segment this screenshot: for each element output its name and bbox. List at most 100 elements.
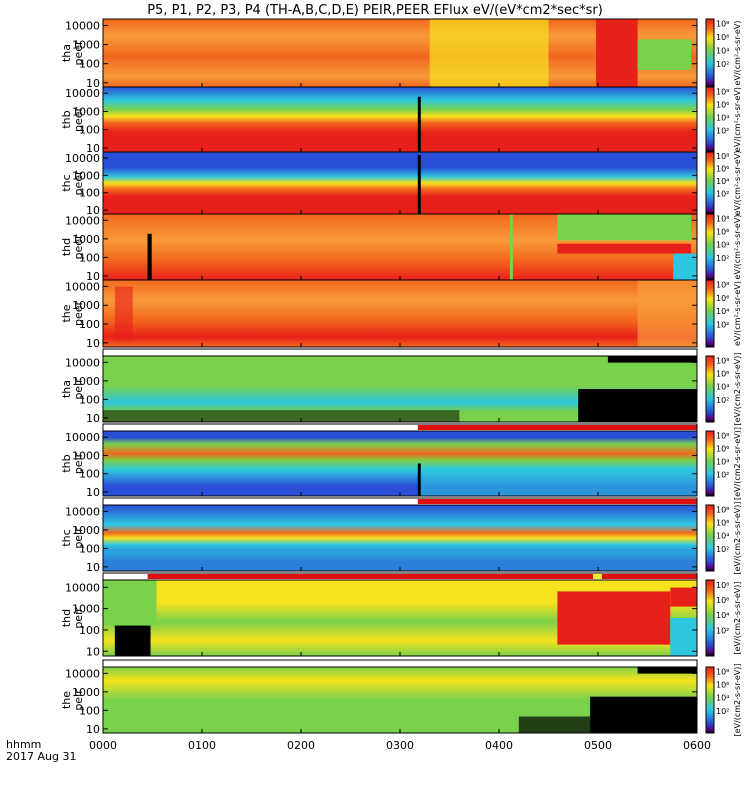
colorbar-tick-label: 10⁴ [716, 383, 729, 392]
y-tick-label: 100 [79, 624, 100, 637]
panel-thc-peer [102, 151, 715, 215]
mode-bar-segment [601, 574, 697, 579]
spectrogram-feature [103, 580, 157, 626]
x-tick-label: 0400 [485, 739, 513, 752]
mode-bar-segment [103, 574, 148, 579]
spectrogram-feature [103, 410, 460, 422]
colorbar-tick-label: 10² [716, 470, 729, 479]
y-tick-label: 10 [86, 204, 100, 217]
species-label: peir [72, 378, 85, 400]
spectrogram-feature [673, 253, 697, 280]
y-tick-label: 1000 [72, 524, 100, 537]
panel-the-peir [102, 659, 715, 734]
panel-thc-peir [102, 497, 715, 572]
y-tick-label: 100 [79, 318, 100, 331]
colorbar-tick-label: 10⁴ [716, 241, 729, 250]
mode-bar-segment [103, 661, 697, 666]
species-label: peer [72, 301, 85, 327]
y-tick-label: 10 [86, 142, 100, 155]
colorbar-tick-label: 10⁴ [716, 307, 729, 316]
probe-label: thb [60, 454, 73, 472]
probe-label: thd [60, 609, 73, 627]
species-label: peir [72, 607, 85, 629]
colorbar-frame [705, 430, 715, 497]
colorbar-tick-label: 10² [716, 626, 729, 635]
colorbar-frame [705, 279, 715, 348]
colorbar-unit-label: eV/(cm²-s-sr-eV) [733, 151, 742, 216]
y-tick-label: 10 [86, 486, 100, 499]
y-tick-label: 100 [79, 58, 100, 71]
mode-bar-segment [417, 499, 697, 504]
spectrogram-feature [557, 214, 692, 241]
spectrogram-feature [420, 466, 697, 496]
colorbar-tick-label: 10⁶ [716, 294, 729, 303]
spectrogram-the-peer [103, 280, 697, 347]
colorbar-unit-label: [eV/(cm2-s-sr-eV)] [733, 581, 742, 654]
colorbar-tick-label: 10⁸ [716, 667, 729, 676]
y-tick-label: 1000 [72, 39, 100, 52]
colorbar-frame [705, 355, 715, 423]
colorbar-frame [705, 579, 715, 657]
colorbar-tick-label: 10⁸ [716, 581, 729, 590]
probe-label: thc [60, 529, 73, 546]
y-tick-label: 10000 [65, 356, 100, 369]
colorbar-thb-peer [706, 87, 714, 152]
x-tick-label: 0100 [188, 739, 216, 752]
colorbar-tick-label: 10⁸ [716, 505, 729, 514]
probe-label: thc [60, 174, 73, 191]
colorbar-thd-peer [706, 214, 714, 280]
y-tick-label: 10000 [65, 667, 100, 680]
colorbar-tick-label: 10⁸ [716, 19, 729, 28]
probe-label: the [60, 304, 73, 322]
colorbar-the-peer [706, 280, 714, 347]
spectrogram-feature [670, 618, 697, 656]
colorbar-thc-peir [706, 505, 714, 571]
colorbar-tick-label: 10² [716, 254, 729, 263]
y-tick-label: 10000 [65, 20, 100, 33]
mode-bar-segment [103, 425, 418, 430]
colorbar-tick-label: 10⁸ [716, 152, 729, 161]
mode-bar-segment [103, 350, 697, 355]
y-tick-label: 10 [86, 645, 100, 658]
spectrogram-feature [114, 625, 151, 656]
panel-thb-peer [102, 86, 715, 153]
spectrogram-feature [596, 19, 638, 87]
spectrogram-feature [670, 587, 697, 607]
y-tick-label: 10000 [65, 87, 100, 100]
colorbar-frame [705, 666, 715, 734]
colorbar-tick-label: 10² [716, 126, 729, 135]
spectrogram-feature [417, 463, 421, 496]
colorbar-tick-label: 10⁴ [716, 113, 729, 122]
colorbar-frame [705, 504, 715, 572]
x-tick-label: 0000 [89, 739, 117, 752]
y-tick-label: 10 [86, 77, 100, 90]
colorbar-tick-label: 10⁴ [716, 457, 729, 466]
y-tick-label: 100 [79, 468, 100, 481]
colorbar-tick-label: 10⁸ [716, 214, 729, 223]
y-tick-label: 1000 [72, 603, 100, 616]
colorbar-tick-label: 10⁴ [716, 532, 729, 541]
colorbar-tick-label: 10⁸ [716, 356, 729, 365]
species-label: peir [72, 527, 85, 549]
colorbar-tick-label: 10⁶ [716, 681, 729, 690]
colorbar-unit-label: eV/(cm²-s-sr-eV) [733, 215, 742, 280]
y-tick-label: 100 [79, 251, 100, 264]
mode-bar-segment [103, 499, 418, 504]
spectrogram-thc-peer [103, 152, 697, 214]
spectrogram-feature [637, 39, 692, 70]
x-tick-label: 0200 [287, 739, 315, 752]
y-tick-label: 10000 [65, 152, 100, 165]
chart-title: P5, P1, P2, P3, P4 (TH-A,B,C,D,E) PEIR,P… [147, 3, 603, 18]
probe-label: thd [60, 238, 73, 256]
colorbar-unit-label: [eV/(cm2-s-sr-eV)] [733, 663, 742, 736]
colorbar-tick-label: 10⁶ [716, 33, 729, 42]
probe-label: tha [60, 380, 73, 398]
x-tick-label: 0300 [386, 739, 414, 752]
spectrogram-feature [509, 214, 513, 280]
y-tick-label: 100 [79, 124, 100, 137]
y-tick-label: 100 [79, 393, 100, 406]
y-tick-label: 1000 [72, 105, 100, 118]
panel-tha-peer [102, 18, 715, 88]
colorbar-tick-label: 10⁸ [716, 431, 729, 440]
